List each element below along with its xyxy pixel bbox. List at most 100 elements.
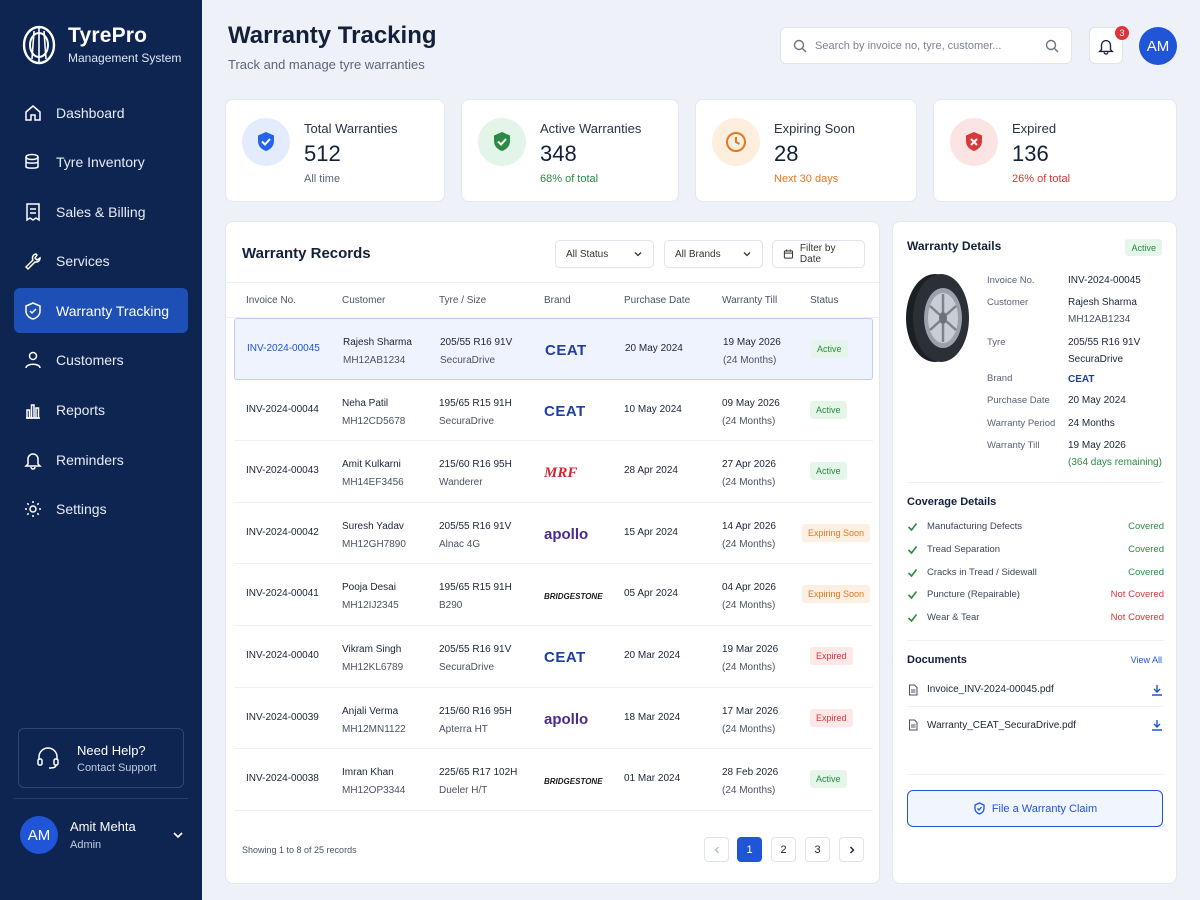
sidebar-item-reminders[interactable]: Reminders (14, 437, 188, 482)
tyre-size: 195/65 R15 91H (439, 397, 512, 409)
table-row[interactable]: INV-2024-00039 Anjali Verma MH12MN1122 215/… (234, 688, 873, 750)
apollo-logo: apollo (544, 711, 588, 728)
invoice-number[interactable]: INV-2024-00041 (246, 588, 319, 600)
help-subtitle: Contact Support (77, 761, 157, 774)
search-box[interactable] (780, 27, 1072, 64)
warranty-records-panel: Warranty Records All Status All Brands F… (225, 221, 880, 884)
help-card[interactable]: Need Help? Contact Support (18, 728, 184, 788)
sidebar-item-label: Warranty Tracking (56, 302, 170, 319)
column-header[interactable]: Warranty Till (722, 295, 778, 306)
tyre-model: Wanderer (439, 477, 483, 489)
status-badge: Active (810, 462, 847, 481)
table-row[interactable]: INV-2024-00038 Imran Khan MH12OP3344 225/65… (234, 749, 873, 811)
warranty-till-date: 19 May 2026 (723, 337, 781, 348)
column-header[interactable]: Tyre / Size (439, 295, 487, 306)
table-row[interactable]: INV-2024-00044 Neha Patil MH12CD5678 195/65… (234, 380, 873, 442)
shield-icon (974, 802, 985, 815)
status-filter-select[interactable]: All Status (555, 240, 654, 268)
purchase-date: 18 Mar 2024 (624, 711, 681, 723)
brand-logo-text: BRIDGESTONE (544, 777, 603, 786)
tyre-cell: 195/65 R15 91H SecuraDrive (439, 395, 512, 431)
sidebar-item-tyre-inventory[interactable]: Tyre Inventory (14, 140, 188, 185)
invoice-number[interactable]: INV-2024-00038 (246, 773, 319, 785)
tyre-size: 195/65 R15 91H (439, 582, 512, 594)
table-row[interactable]: INV-2024-00041 Pooja Desai MH12IJ2345 195/6… (234, 564, 873, 626)
column-header[interactable]: Status (810, 295, 839, 306)
page-button-1[interactable]: 1 (737, 837, 762, 862)
brand-logo-text: CEAT (1068, 374, 1094, 383)
customer-label: Customer (987, 297, 1029, 308)
invoice-number[interactable]: INV-2024-00039 (246, 711, 319, 723)
table-row[interactable]: INV-2024-00042 Suresh Yadav MH12GH7890 205/… (234, 503, 873, 565)
file-claim-label: File a Warranty Claim (991, 802, 1098, 815)
column-header[interactable]: Purchase Date (624, 295, 691, 306)
sidebar-item-customers[interactable]: Customers (14, 338, 188, 383)
sidebar-item-dashboard[interactable]: Dashboard (14, 90, 188, 135)
user-profile[interactable]: AM Amit Mehta Admin (20, 816, 185, 854)
view-all-link[interactable]: View All (1130, 655, 1162, 665)
invoice-number[interactable]: INV-2024-00043 (246, 465, 319, 477)
column-header[interactable]: Brand (544, 295, 571, 306)
stat-label: Active Warranties (540, 121, 642, 136)
status-badge: Expiring Soon (802, 523, 871, 542)
coverage-item: Manufacturing Defects Covered (907, 518, 1164, 534)
sidebar-item-reports[interactable]: Reports (14, 388, 188, 433)
date-filter-button[interactable]: Filter by Date (772, 240, 865, 268)
search-icon[interactable] (1045, 39, 1059, 53)
chevron-down-icon[interactable] (171, 828, 185, 842)
invoice-number[interactable]: INV-2024-00044 (246, 403, 319, 415)
brand-logo-text: apollo (544, 711, 588, 728)
tyre-model: Dueler H/T (439, 785, 488, 797)
warranty-period: (24 Months) (722, 785, 776, 797)
table-row[interactable]: INV-2024-00043 Amit Kulkarni MH14EF3456 215… (234, 441, 873, 503)
bell-icon (1098, 39, 1114, 55)
tyre-model: Alnac 4G (439, 538, 481, 550)
next-page-button[interactable] (839, 837, 864, 862)
tyre-value: 205/55 R16 91V SecuraDrive (1068, 334, 1140, 368)
page-button-3[interactable]: 3 (805, 837, 830, 862)
bridgestone-logo: BRIDGESTONE (544, 592, 603, 601)
warranty-till-date: 14 Apr 2026 (722, 520, 776, 532)
column-header[interactable]: Customer (342, 295, 386, 306)
brand-logo-text: CEAT (545, 342, 587, 359)
tyre-model: SecuraDrive (1068, 354, 1124, 365)
purchase-date: 05 Apr 2024 (624, 588, 678, 600)
customer-name: Vikram Singh (342, 644, 402, 655)
sidebar-item-settings[interactable]: Settings (14, 487, 188, 532)
prev-page-button[interactable] (704, 837, 729, 862)
details-title: Warranty Details (907, 239, 1002, 253)
document-item[interactable]: Warranty_CEAT_SecuraDrive.pdf (907, 708, 1164, 742)
warranty-till-cell: 17 Mar 2026 (24 Months) (722, 703, 778, 739)
page-button-2[interactable]: 2 (771, 837, 796, 862)
sidebar-item-warranty-tracking[interactable]: Warranty Tracking (14, 288, 188, 334)
sidebar-item-sales-billing[interactable]: Sales & Billing (14, 189, 188, 234)
vehicle-number: MH14EF3456 (342, 477, 404, 489)
notifications-button[interactable]: 3 (1089, 26, 1129, 64)
column-header[interactable]: Invoice No. (246, 295, 297, 306)
app-logo: TyrePro Management System (22, 24, 181, 65)
warranty-till-cell: 19 Mar 2026 (24 Months) (722, 641, 778, 677)
document-item[interactable]: Invoice_INV-2024-00045.pdf (907, 673, 1164, 707)
sidebar-item-label: Dashboard (56, 104, 125, 121)
download-icon[interactable] (1150, 683, 1164, 697)
invoice-number[interactable]: INV-2024-00040 (246, 650, 319, 661)
stat-label: Expiring Soon (774, 121, 855, 136)
brand-filter-select[interactable]: All Brands (664, 240, 763, 268)
table-row[interactable]: INV-2024-00045 Rajesh Sharma MH12AB1234 205… (234, 318, 873, 380)
header-avatar[interactable]: AM (1139, 27, 1177, 65)
sidebar-item-services[interactable]: Services (14, 239, 188, 284)
status-badge: Active (1125, 239, 1162, 256)
table-row[interactable]: INV-2024-00040 Vikram Singh MH12KL6789 205/… (234, 626, 873, 688)
invoice-number[interactable]: INV-2024-00042 (246, 526, 319, 538)
search-input[interactable] (815, 39, 1045, 52)
apollo-logo: apollo (544, 526, 588, 543)
warranty-till-cell: 19 May 2026 (24 Months) (723, 334, 781, 370)
file-claim-button[interactable]: File a Warranty Claim (907, 790, 1163, 827)
wrench-icon (24, 253, 41, 271)
warranty-till-date: 17 Mar 2026 (722, 705, 779, 717)
coverage-item: Puncture (Repairable) Not Covered (907, 586, 1164, 602)
download-icon[interactable] (1150, 718, 1164, 732)
purchase-date: 01 Mar 2024 (624, 773, 681, 785)
tyre-size: 205/55 R16 91V (440, 337, 513, 348)
invoice-number[interactable]: INV-2024-00045 (247, 343, 320, 354)
